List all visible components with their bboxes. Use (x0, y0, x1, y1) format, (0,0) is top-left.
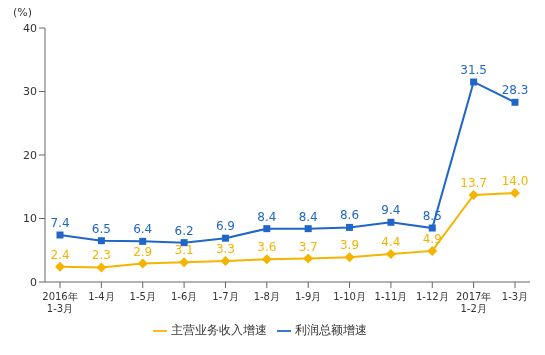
svg-text:1-10月: 1-10月 (333, 291, 366, 302)
svg-text:8.5: 8.5 (423, 209, 442, 223)
html-text:利润总额增速: 利润总额增速 (295, 323, 367, 337)
svg-text:1-8月: 1-8月 (254, 291, 280, 302)
svg-text:4.9: 4.9 (423, 232, 442, 246)
svg-text:4.4: 4.4 (381, 235, 400, 249)
svg-text:3.1: 3.1 (175, 243, 194, 257)
svg-text:1-7月: 1-7月 (212, 291, 238, 302)
svg-text:1-4月: 1-4月 (88, 291, 114, 302)
svg-text:0: 0 (30, 276, 37, 289)
svg-text:3.7: 3.7 (299, 240, 318, 254)
svg-text:2017年1-2月: 2017年1-2月 (456, 291, 491, 314)
svg-text:10: 10 (23, 212, 37, 225)
svg-text:2016年1-3月: 2016年1-3月 (42, 291, 77, 314)
svg-text:1-9月: 1-9月 (295, 291, 321, 302)
svg-text:28.3: 28.3 (502, 83, 529, 97)
svg-text:1-6月: 1-6月 (171, 291, 197, 302)
html-text:主营业务收入增速: 主营业务收入增速 (171, 323, 267, 337)
svg-text:40: 40 (23, 22, 37, 35)
svg-text:6.9: 6.9 (216, 219, 235, 233)
svg-text:(%): (%) (13, 6, 32, 19)
svg-text:13.7: 13.7 (460, 176, 487, 190)
svg-text:30: 30 (23, 85, 37, 98)
svg-text:1-5月: 1-5月 (130, 291, 156, 302)
svg-text:31.5: 31.5 (460, 63, 487, 77)
svg-text:3.9: 3.9 (340, 238, 359, 252)
svg-text:3.3: 3.3 (216, 242, 235, 256)
svg-text:6.4: 6.4 (133, 222, 152, 236)
svg-text:2.3: 2.3 (92, 248, 111, 262)
svg-text:8.4: 8.4 (299, 210, 318, 224)
svg-text:8.4: 8.4 (257, 210, 276, 224)
svg-text:1-12月: 1-12月 (416, 291, 449, 302)
svg-text:3.6: 3.6 (257, 240, 276, 254)
svg-text:2.9: 2.9 (133, 245, 152, 259)
svg-text:2.4: 2.4 (50, 248, 69, 262)
svg-text:7.4: 7.4 (50, 216, 69, 230)
svg-text:8.6: 8.6 (340, 208, 359, 222)
svg-text:1-3月: 1-3月 (502, 291, 528, 302)
svg-text:1-11月: 1-11月 (375, 291, 408, 302)
svg-text:9.4: 9.4 (381, 203, 400, 217)
svg-text:20: 20 (23, 149, 37, 162)
svg-text:14.0: 14.0 (502, 174, 529, 188)
svg-text:6.2: 6.2 (175, 224, 194, 238)
svg-text:6.5: 6.5 (92, 222, 111, 236)
